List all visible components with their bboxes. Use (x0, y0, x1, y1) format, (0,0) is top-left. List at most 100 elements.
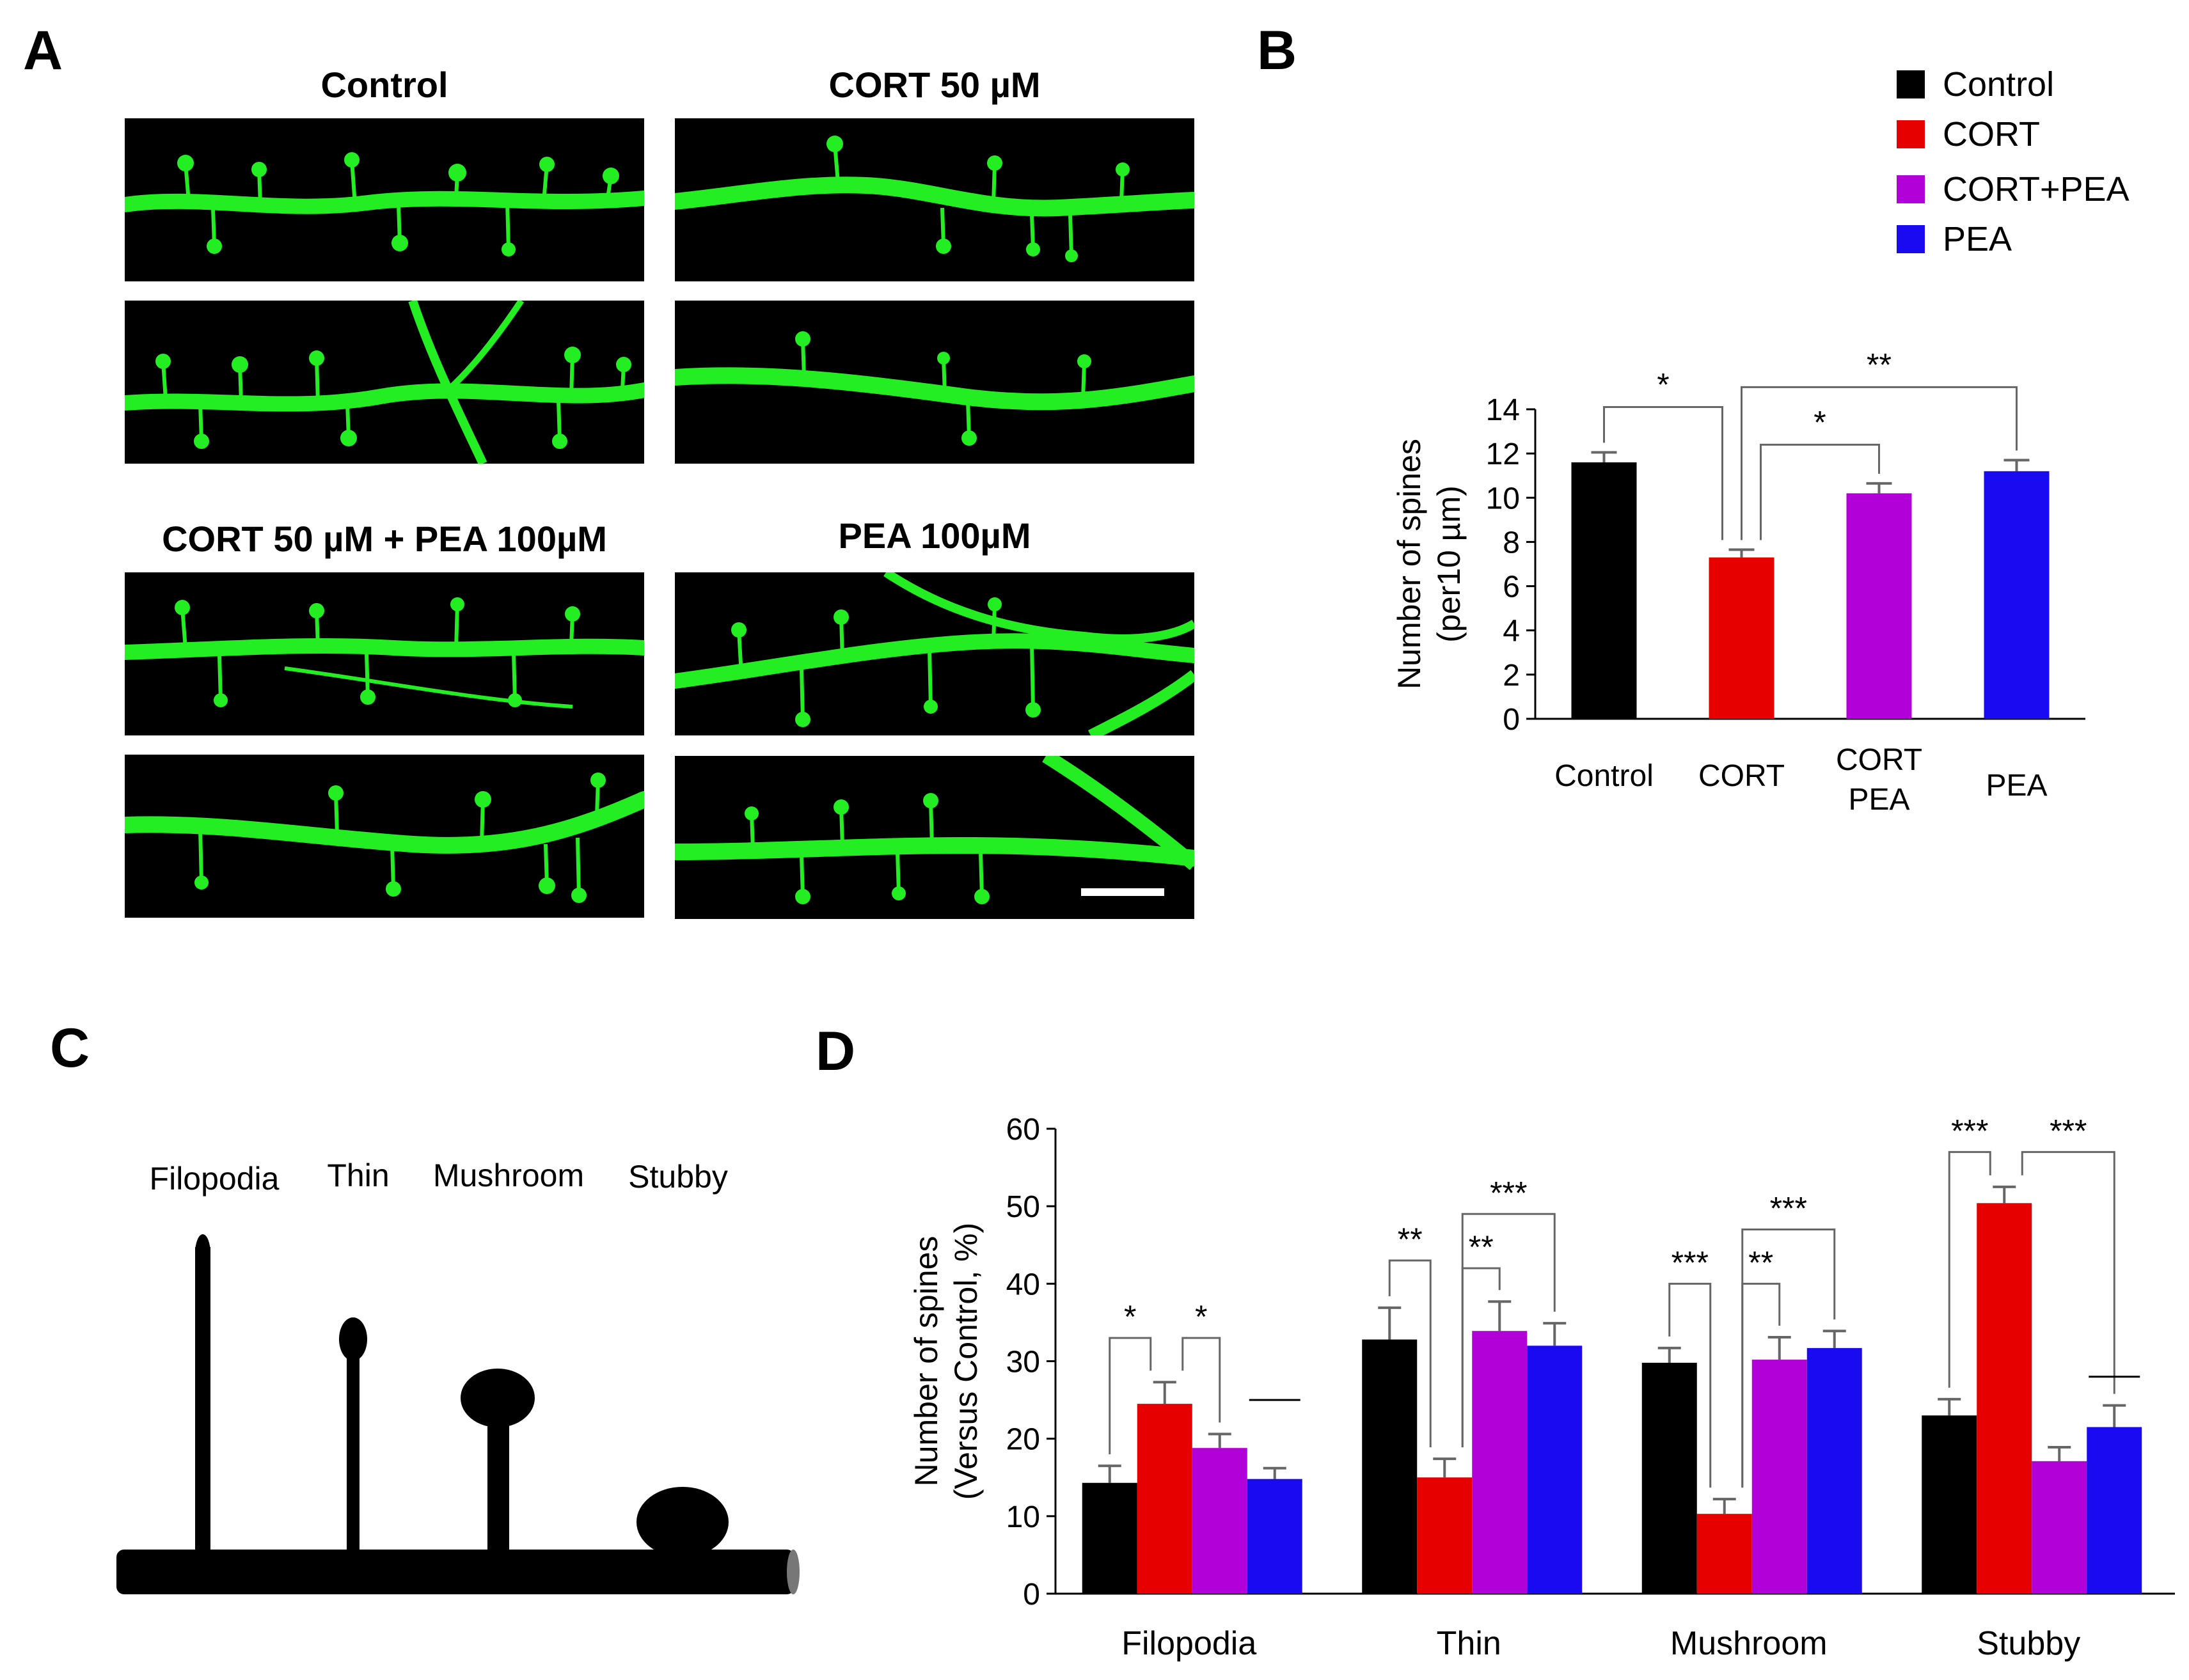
y-tick-label: 60 (1006, 1113, 1040, 1147)
x-tick-label: PEA (1986, 769, 2047, 803)
schematic-label-mushroom: Mushroom (433, 1158, 584, 1193)
bar-stubby-cort-pea (2032, 1461, 2087, 1594)
panel-letter-b: B (1257, 20, 1297, 81)
bar-filopodia-cort-pea (1192, 1448, 1247, 1594)
micrograph-control-1 (125, 118, 644, 281)
y-tick-label: 50 (1006, 1190, 1040, 1224)
y-tick-label: 6 (1503, 570, 1520, 604)
significance-label: *** (2050, 1113, 2087, 1149)
y-tick-label: 10 (1006, 1500, 1040, 1534)
x-tick-label: Control (1554, 759, 1654, 793)
significance-label: * (1657, 367, 1669, 403)
bar-thin-cort (1417, 1477, 1473, 1594)
significance-label: *** (1490, 1175, 1527, 1211)
bar-stubby-pea (2087, 1427, 2142, 1594)
bar-filopodia-control (1082, 1482, 1137, 1594)
significance-label: ** (1469, 1229, 1494, 1265)
y-tick-label: 0 (1023, 1578, 1040, 1612)
y-axis-label-line: (per10 µm) (1431, 485, 1467, 643)
filopodia-shape (195, 1247, 210, 1554)
bar-stubby-control (1922, 1415, 1977, 1594)
micrograph-cort-1 (675, 118, 1194, 281)
legend-swatch (1897, 120, 1925, 148)
bar-mushroom-pea (1806, 1347, 1862, 1594)
micrograph-title-cort-pea: CORT 50 µM + PEA 100µM (162, 519, 607, 559)
bar-filopodia-cort (1137, 1404, 1192, 1594)
y-tick-label: 40 (1006, 1268, 1040, 1301)
significance-bracket (1741, 386, 2018, 540)
y-tick-label: 0 (1503, 703, 1520, 737)
scale-bar (1081, 888, 1164, 896)
legend-swatch (1897, 175, 1925, 203)
legend-label: CORT+PEA (1943, 170, 2130, 208)
x-tick-label: CORT (1836, 743, 1922, 777)
chart-d: 0 10 20 30 40 50 60 Number of spines (Versus Con… (908, 1113, 2175, 1662)
micrograph-cort-pea-1 (125, 572, 644, 735)
micrograph-pea-1 (675, 572, 1194, 735)
significance-bracket (1181, 1337, 1221, 1423)
significance-label: ** (1398, 1221, 1423, 1257)
x-tick-label: CORT (1698, 759, 1785, 793)
panel-letter-c: C (50, 1017, 90, 1079)
significance-bracket (1109, 1337, 1152, 1455)
significance-bracket (1760, 443, 1880, 540)
dendrite-shaft-end (787, 1550, 800, 1594)
y-axis-label: Number of spines (Versus Control, %) (908, 1223, 984, 1500)
y-tick-label: 2 (1503, 659, 1520, 693)
significance-bracket (1461, 1213, 1556, 1448)
significance-bracket (1668, 1282, 1712, 1488)
y-axis-label: Number of spines (per10 µm) (1391, 439, 1467, 689)
y-tick-label: 20 (1006, 1423, 1040, 1457)
bar-mushroom-cort-pea (1751, 1360, 1807, 1594)
y-tick-label: 12 (1486, 437, 1520, 471)
panel-letter-d: D (816, 1021, 856, 1082)
thin-spine-shape (347, 1330, 360, 1554)
legend-label: PEA (1943, 220, 2012, 258)
x-tick-label-thin: Thin (1437, 1625, 1501, 1662)
y-tick-label: 4 (1503, 615, 1520, 648)
micrograph-title-control: Control (320, 65, 448, 105)
chart-b: 0 2 4 6 8 10 12 14 Number of spines (per10 µm) Con… (1391, 65, 2130, 817)
legend-swatch (1897, 225, 1925, 253)
significance-bracket (1948, 1150, 1991, 1388)
significance-bracket (1388, 1259, 1432, 1448)
bar-stubby-cort (1977, 1203, 2032, 1594)
significance-bracket (2021, 1150, 2115, 1394)
micrograph-cort-pea-2 (125, 755, 644, 918)
micrograph-title-cort: CORT 50 µM (828, 65, 1041, 105)
bar-filopodia-pea (1247, 1479, 1302, 1594)
schematic-label-filopodia: Filopodia (150, 1161, 280, 1197)
y-tick-label: 8 (1503, 526, 1520, 560)
significance-bracket (1603, 406, 1723, 540)
x-tick-label-filopodia: Filopodia (1121, 1625, 1256, 1662)
bar-thin-cort-pea (1472, 1331, 1528, 1594)
y-tick-label: 30 (1006, 1346, 1040, 1379)
panel-letter-a: A (23, 20, 63, 81)
bar-mushroom-control (1641, 1362, 1697, 1594)
micrograph-control-2 (125, 301, 644, 464)
y-axis-label-line: Number of spines (908, 1236, 944, 1487)
bar-pea (1984, 471, 2050, 719)
significance-bracket (1741, 1229, 1836, 1488)
legend-swatch (1897, 70, 1925, 98)
significance-label: * (1195, 1299, 1207, 1335)
dendrite-shaft (116, 1550, 794, 1594)
significance-label: *** (1770, 1191, 1807, 1227)
bar-thin-control (1362, 1339, 1418, 1594)
significance-label: *** (1951, 1113, 1988, 1149)
x-tick-label-stubby: Stubby (1977, 1625, 2080, 1662)
significance-label: * (1814, 404, 1826, 440)
bar-cort-pea (1846, 493, 1912, 719)
schematic-label-stubby: Stubby (628, 1159, 728, 1195)
bar-thin-pea (1527, 1346, 1583, 1594)
significance-label: * (1124, 1299, 1136, 1335)
spine-schematic: Filopodia Thin Mushroom Stubby (116, 1158, 800, 1594)
legend-label: CORT (1943, 115, 2040, 153)
y-axis-label-line: Number of spines (1391, 439, 1427, 689)
significance-label: *** (1671, 1244, 1709, 1280)
micrograph-title-pea: PEA 100µM (838, 515, 1031, 556)
bar-mushroom-cort (1696, 1514, 1752, 1594)
bar-cort (1709, 557, 1774, 719)
x-tick-label: PEA (1848, 783, 1909, 817)
bar-control (1571, 462, 1637, 719)
